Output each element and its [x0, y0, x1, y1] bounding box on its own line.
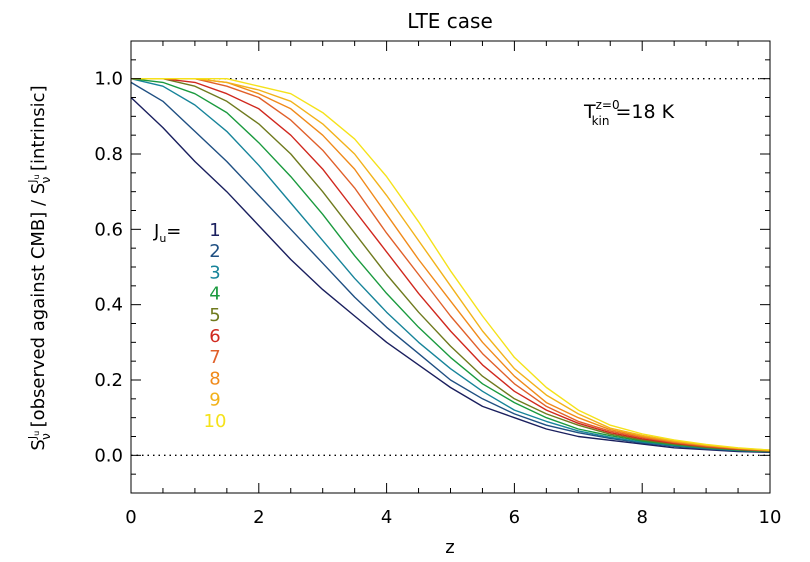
legend-item: 5	[209, 305, 220, 326]
x-axis-label: z	[445, 537, 454, 558]
series-line	[130, 78, 771, 453]
legend-item: 3	[209, 262, 220, 283]
legend-item: 1	[209, 220, 220, 241]
x-tick-label: 10	[759, 507, 782, 528]
x-tick-label: 0	[125, 507, 136, 528]
y-tick-label: 1.0	[94, 69, 123, 90]
legend-item: 2	[209, 241, 220, 262]
legend-item: 7	[209, 347, 220, 368]
y-tick-label: 0.0	[94, 445, 123, 466]
legend-item: 4	[209, 284, 220, 305]
legend-item: 10	[204, 411, 227, 432]
y-tick-label: 0.2	[94, 370, 123, 391]
series-line	[131, 77, 771, 452]
x-tick-label: 8	[636, 507, 647, 528]
reference-lines	[131, 77, 770, 457]
series-line	[130, 96, 771, 453]
x-tick-label: 4	[381, 507, 392, 528]
legend-title: Ju=	[153, 221, 181, 245]
y-axis-label: SJuν [observed against CMB] / SJuν [intr…	[26, 85, 53, 450]
series-line	[130, 78, 771, 453]
series-layer	[130, 77, 771, 453]
x-tick-label: 2	[253, 507, 264, 528]
series-line	[131, 77, 771, 451]
series-line	[130, 81, 771, 453]
y-tick-label: 0.6	[94, 219, 123, 240]
axis-ticks: 0 2 4 6 8 10 0.0 0.2 0.4 0.6 0.8 1.0	[94, 41, 781, 528]
series-line	[131, 77, 771, 452]
legend-item: 9	[209, 390, 220, 411]
y-tick-label: 0.4	[94, 295, 123, 316]
series-line	[131, 77, 771, 451]
x-tick-label: 6	[509, 507, 520, 528]
legend-item: 8	[209, 368, 220, 389]
y-tick-label: 0.8	[94, 144, 123, 165]
chart-title: LTE case	[407, 9, 493, 33]
temperature-annotation: Tz=0 kin =18 K	[583, 98, 675, 128]
legend-item: 6	[209, 326, 220, 347]
series-line	[131, 77, 771, 452]
series-line	[131, 77, 771, 452]
plot-frame	[130, 40, 771, 494]
